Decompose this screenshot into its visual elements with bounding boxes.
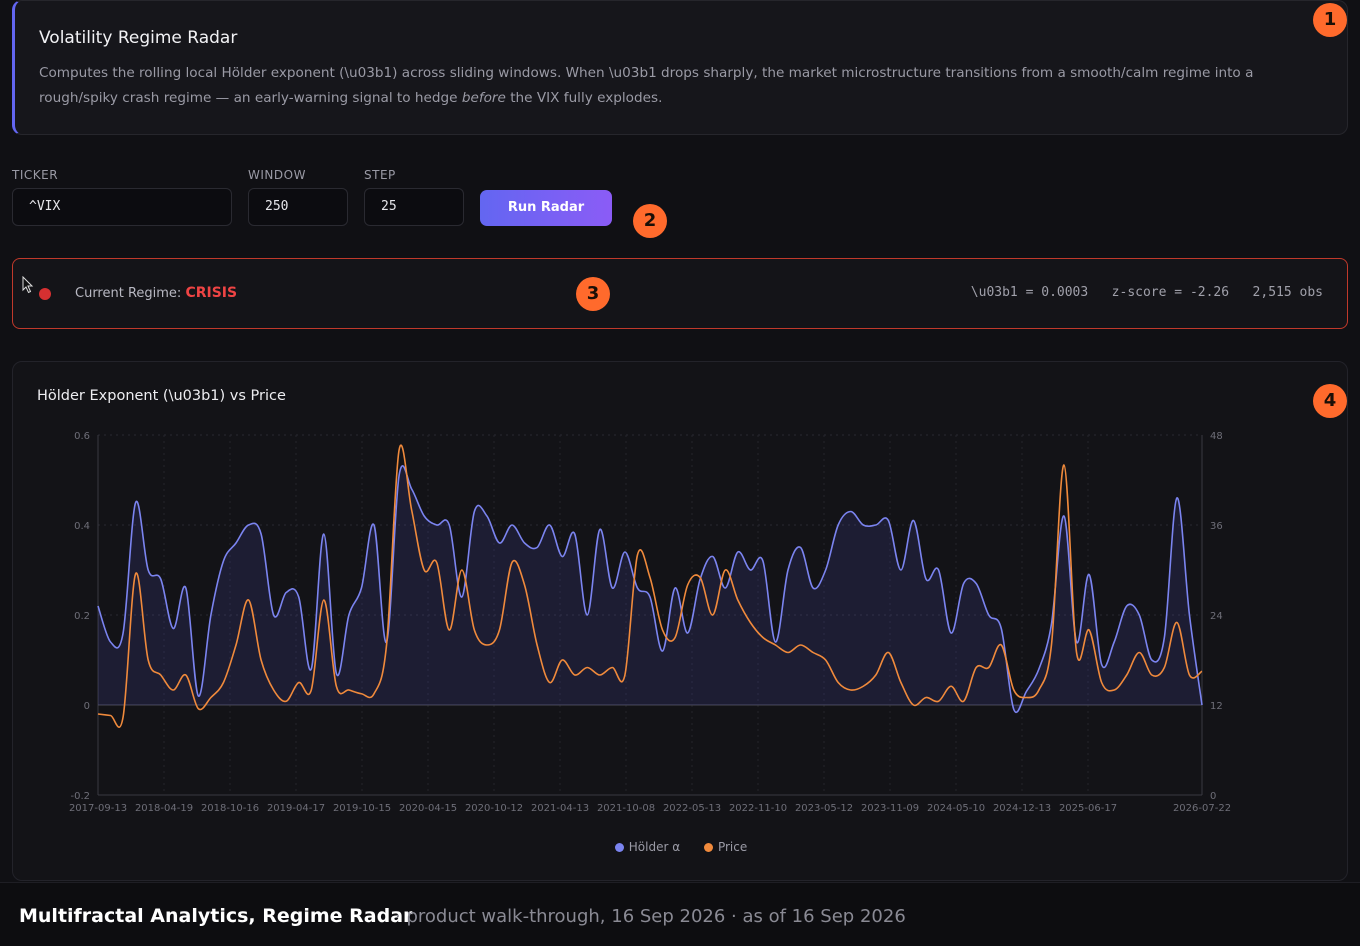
y-left-tick-label: 0.6	[74, 431, 90, 442]
x-tick-label: 2023-11-09	[861, 803, 919, 814]
info-card: Volatility Regime Radar Computes the rol…	[12, 0, 1348, 135]
legend-item-holder[interactable]: Hölder α	[614, 840, 680, 854]
step-badge-4: 4	[1313, 384, 1347, 418]
window-input[interactable]: 250	[248, 188, 348, 226]
regime-stats: \u03b1 = 0.0003 z-score = -2.26 2,515 ob…	[970, 285, 1323, 300]
chart-card: Hölder Exponent (\u03b1) vs Price -0.2 0 0…	[12, 361, 1348, 881]
price-swatch-icon	[703, 843, 713, 852]
y-right-tick-label: 36	[1210, 521, 1223, 532]
x-tick-label: 2021-10-08	[597, 803, 655, 814]
step-label: STEP	[364, 168, 396, 182]
page-title: Volatility Regime Radar	[39, 28, 238, 48]
run-radar-button[interactable]: Run Radar	[480, 190, 612, 226]
y-left-tick-label: -0.2	[70, 791, 90, 802]
x-tick-label: 2021-04-13	[531, 803, 589, 814]
x-tick-label: 2022-05-13	[663, 803, 721, 814]
footer-meta: · product walk-through, 16 Sep 2026 · as…	[395, 906, 906, 927]
x-tick-label: 2018-04-19	[135, 803, 193, 814]
status-dot	[39, 288, 51, 300]
price-series-line	[97, 444, 1203, 728]
mouse-cursor-icon	[22, 276, 34, 294]
y-right-tick-label: 12	[1210, 701, 1223, 712]
y-left-tick-label: 0.4	[74, 521, 90, 532]
holder-price-chart[interactable]: -0.2 0 0.2 0.4 0.6 0 12 24 36 48 2017-09-13 2018-04…	[13, 362, 1349, 832]
x-tick-label: 2024-12-13	[993, 803, 1051, 814]
x-tick-label: 2025-06-17	[1059, 803, 1117, 814]
step-input[interactable]: 25	[364, 188, 464, 226]
x-tick-label: 2026-07-22	[1173, 803, 1231, 814]
regime-value: CRISIS	[185, 285, 238, 301]
step-badge-2: 2	[633, 204, 667, 238]
footer: Multifractal Analytics, Regime Radar · p…	[0, 882, 1360, 946]
ticker-input[interactable]: ^VIX	[12, 188, 232, 226]
y-right-tick-label: 24	[1210, 611, 1223, 622]
x-tick-label: 2023-05-12	[795, 803, 853, 814]
x-tick-label: 2020-10-12	[465, 803, 523, 814]
y-right-tick-label: 48	[1210, 431, 1223, 442]
ticker-label: TICKER	[12, 168, 59, 182]
legend-item-price[interactable]: Price	[703, 840, 747, 854]
x-tick-label: 2018-10-16	[201, 803, 259, 814]
current-regime: Current Regime: CRISIS	[75, 285, 238, 301]
x-tick-label: 2019-04-17	[267, 803, 325, 814]
window-label: WINDOW	[248, 168, 306, 182]
footer-brand: Multifractal Analytics, Regime Radar	[19, 905, 413, 927]
y-right-tick-label: 0	[1210, 791, 1216, 802]
x-tick-label: 2022-11-10	[729, 803, 787, 814]
x-tick-label: 2019-10-15	[333, 803, 391, 814]
chart-title: Hölder Exponent (\u03b1) vs Price	[37, 388, 286, 404]
step-badge-1: 1	[1313, 3, 1347, 37]
y-left-tick-label: 0	[84, 701, 90, 712]
step-badge-3: 3	[576, 277, 610, 311]
holder-series-line	[97, 465, 1203, 713]
x-tick-label: 2024-05-10	[927, 803, 985, 814]
regime-banner: Current Regime: CRISIS \u03b1 = 0.0003 z…	[12, 258, 1348, 329]
page-description: Computes the rolling local Hölder expone…	[39, 65, 1254, 106]
y-left-tick-label: 0.2	[74, 611, 90, 622]
chart-legend: Hölder α Price	[13, 840, 1349, 854]
holder-swatch-icon	[614, 843, 624, 852]
x-tick-label: 2017-09-13	[69, 803, 127, 814]
x-tick-label: 2020-04-15	[399, 803, 457, 814]
